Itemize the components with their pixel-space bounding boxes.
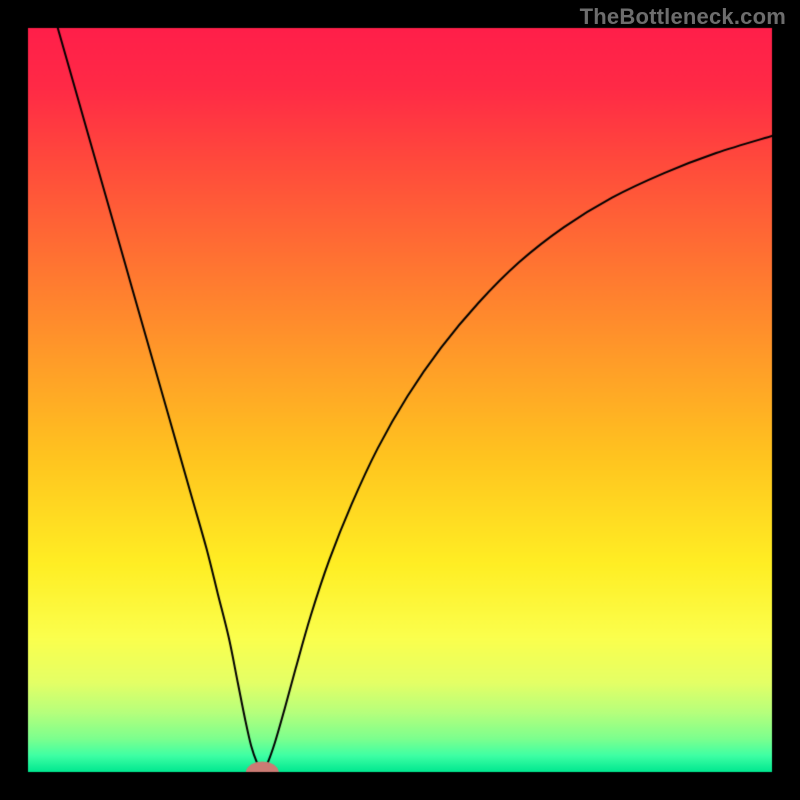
watermark-label: TheBottleneck.com xyxy=(580,4,786,30)
bottleneck-curve-chart xyxy=(0,0,800,800)
chart-stage: TheBottleneck.com xyxy=(0,0,800,800)
